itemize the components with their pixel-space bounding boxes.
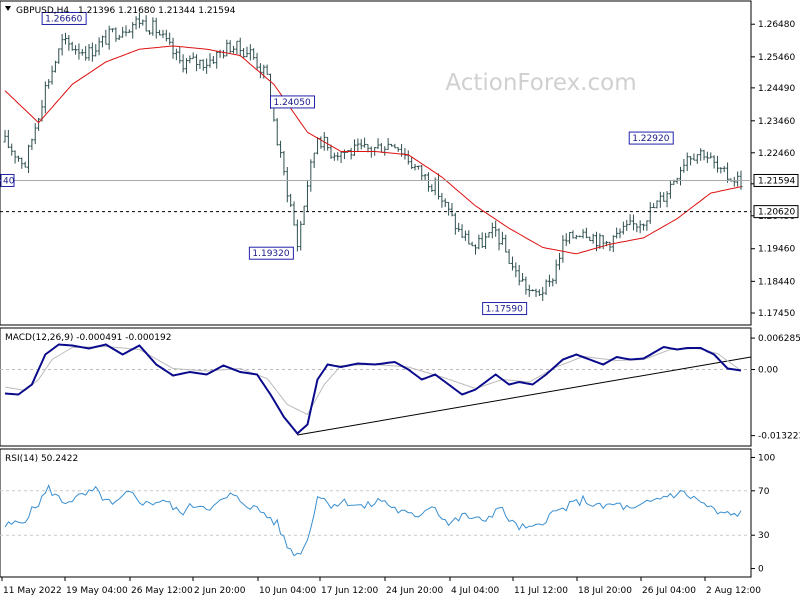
price-annotation-box (482, 302, 528, 316)
price-pane: ActionForex.com 1.26660 1.24050 1.19320 1.1… (0, 0, 799, 326)
price-annotation-label: 1.17590 (486, 305, 523, 315)
price-tick-label: 1.22460 (758, 149, 795, 159)
price-annotation-box (628, 131, 674, 145)
time-tick-label: 19 May 04:00 (66, 586, 128, 596)
time-tick-label: 10 Jun 04:00 (259, 586, 316, 596)
macd-tick-label: 0.00 (758, 366, 778, 376)
macd-tick-label: -0.013223 (758, 432, 800, 442)
price-tick-label: 1.24490 (758, 84, 795, 94)
moving-average-line (4, 45, 742, 255)
left-edge-tag (0, 173, 15, 187)
price-tick-label: 1.25460 (758, 53, 795, 63)
time-tick-label: 2 Aug 12:00 (706, 586, 761, 596)
price-tick-label: 1.19460 (758, 245, 795, 255)
time-tick-label: 24 Jun 20:00 (386, 586, 443, 596)
macd-pane: 0.006285 0.00 -0.013223 MACD(12,26,9) -0.0… (0, 327, 800, 447)
price-annotation-label: 1.22920 (632, 134, 669, 144)
time-tick-label: 11 May 2022 (3, 586, 62, 596)
time-tick-label: 26 May 12:00 (131, 586, 193, 596)
macd-trendline (297, 356, 752, 436)
price-annotation-box (41, 11, 87, 25)
price-watermark: ActionForex.com (445, 70, 636, 96)
price-tick-label: 1.17450 (758, 309, 795, 319)
time-axis: 11 May 2022 19 May 04:00 26 May 12:00 2 Jun… (1, 577, 761, 596)
price-annotation-box (248, 246, 294, 260)
title-triangle-icon (5, 6, 11, 11)
price-annotation-label: 1.26660 (45, 14, 82, 24)
time-tick-label: 2 Jun 20:00 (194, 586, 246, 596)
price-pane-title: GBPUSD,H4 (16, 6, 69, 16)
time-tick-label: 26 Jul 04:00 (642, 586, 696, 596)
price-tick-label: 1.26480 (758, 20, 795, 30)
rsi-tick-label: 30 (758, 531, 770, 541)
rsi-pane: 100 70 30 0 RSI(14) 50.2422 (0, 448, 775, 578)
support-price-tag (753, 205, 799, 219)
left-edge-label: 40 (3, 176, 15, 186)
current-price-tag (753, 173, 799, 187)
time-tick-label: 11 Jul 12:00 (514, 586, 568, 596)
price-tick-label: 1.18440 (758, 277, 795, 287)
price-annotation-label: 1.19320 (252, 249, 289, 259)
ohlc-readout: 1.21396 1.21680 1.21344 1.21594 (78, 6, 236, 16)
time-tick-label: 18 Jul 20:00 (578, 586, 632, 596)
price-tick-label: 1.23460 (758, 117, 795, 127)
macd-main-line (4, 343, 742, 435)
rsi-tick-label: 70 (758, 487, 770, 497)
time-tick-label: 17 Jun 12:00 (321, 586, 378, 596)
rsi-line (4, 484, 742, 557)
macd-pane-title: MACD(12,26,9) -0.000491 -0.000192 (5, 333, 171, 343)
price-annotation-label: 1.24050 (273, 98, 310, 108)
time-tick-label: 4 Jul 04:00 (451, 586, 500, 596)
macd-tick-label: 0.006285 (758, 334, 800, 344)
rsi-tick-label: 100 (758, 453, 775, 463)
support-price-label: 1.20620 (758, 208, 795, 218)
rsi-tick-label: 0 (758, 565, 764, 575)
price-annotation-box (269, 95, 315, 109)
rsi-pane-title: RSI(14) 50.2422 (5, 454, 78, 464)
current-price-label: 1.21594 (758, 176, 795, 186)
